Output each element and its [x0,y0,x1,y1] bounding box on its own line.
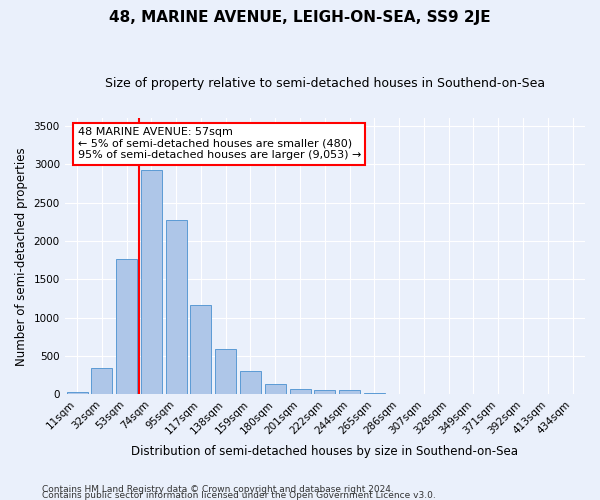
Bar [265,384,286,394]
Text: 48 MARINE AVENUE: 57sqm
← 5% of semi-detached houses are smaller (480)
95% of se: 48 MARINE AVENUE: 57sqm ← 5% of semi-det… [77,128,361,160]
Bar [290,388,311,394]
Text: Contains HM Land Registry data © Crown copyright and database right 2024.: Contains HM Land Registry data © Crown c… [42,484,394,494]
Text: 48, MARINE AVENUE, LEIGH-ON-SEA, SS9 2JE: 48, MARINE AVENUE, LEIGH-ON-SEA, SS9 2JE [109,10,491,25]
X-axis label: Distribution of semi-detached houses by size in Southend-on-Sea: Distribution of semi-detached houses by … [131,444,518,458]
Bar [240,372,261,394]
Y-axis label: Number of semi-detached properties: Number of semi-detached properties [15,147,28,366]
Bar [116,260,137,394]
Bar [314,390,335,394]
Bar [190,306,211,394]
Bar [91,368,112,394]
Bar [141,170,162,394]
Bar [364,393,385,394]
Bar [215,349,236,395]
Text: Contains public sector information licensed under the Open Government Licence v3: Contains public sector information licen… [42,491,436,500]
Bar [339,390,360,394]
Title: Size of property relative to semi-detached houses in Southend-on-Sea: Size of property relative to semi-detach… [105,78,545,90]
Bar [67,392,88,394]
Bar [166,220,187,394]
